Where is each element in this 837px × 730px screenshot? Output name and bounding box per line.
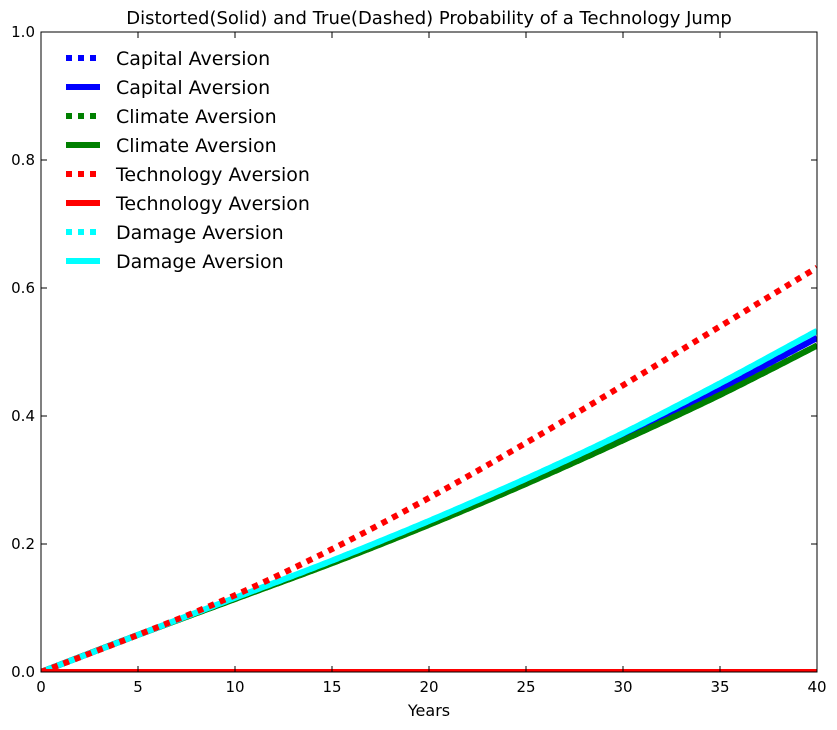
y-tick-label: 0.0 bbox=[11, 663, 35, 681]
legend-label: Technology Aversion bbox=[115, 164, 310, 186]
plot-frame bbox=[40, 31, 818, 673]
legend-label: Capital Aversion bbox=[116, 48, 270, 70]
legend-label: Climate Aversion bbox=[116, 135, 277, 157]
series-line-damage-aversion-solid bbox=[41, 328, 817, 672]
series-line-capital-aversion-dotted bbox=[41, 335, 817, 672]
x-axis-label: Years bbox=[407, 701, 450, 720]
x-tick-label: 20 bbox=[419, 678, 438, 696]
x-tick-label: 30 bbox=[613, 678, 632, 696]
x-tick-label: 10 bbox=[225, 678, 244, 696]
legend-label: Damage Aversion bbox=[116, 251, 284, 273]
x-tick-label: 40 bbox=[807, 678, 826, 696]
x-tick-label: 15 bbox=[322, 678, 341, 696]
ticks-layer: 0 5 10 15 20 25 30 35 40 0.0 0.2 0.4 0.6 0.8 1.0 bbox=[11, 23, 826, 696]
y-tick-label: 0.4 bbox=[11, 407, 35, 425]
x-tick-label: 35 bbox=[710, 678, 729, 696]
series-line-capital-aversion-solid bbox=[41, 335, 817, 672]
x-tick-label: 5 bbox=[133, 678, 143, 696]
x-tick-label: 0 bbox=[36, 678, 46, 696]
legend: Capital Aversion Capital Aversion Climate … bbox=[66, 48, 310, 273]
series-layer bbox=[41, 264, 817, 672]
chart-title: Distorted(Solid) and True(Dashed) Probab… bbox=[126, 8, 732, 29]
legend-label: Climate Aversion bbox=[116, 106, 277, 128]
y-tick-label: 0.2 bbox=[11, 535, 35, 553]
y-tick-label: 0.8 bbox=[11, 151, 35, 169]
x-tick-label: 25 bbox=[516, 678, 535, 696]
legend-label: Damage Aversion bbox=[116, 222, 284, 244]
legend-label: Technology Aversion bbox=[115, 193, 310, 215]
series-line-technology-aversion-dotted bbox=[41, 264, 817, 672]
y-tick-label: 1.0 bbox=[11, 23, 35, 41]
legend-label: Capital Aversion bbox=[116, 77, 270, 99]
y-tick-label: 0.6 bbox=[11, 279, 35, 297]
series-line-damage-aversion-dotted bbox=[41, 328, 817, 672]
